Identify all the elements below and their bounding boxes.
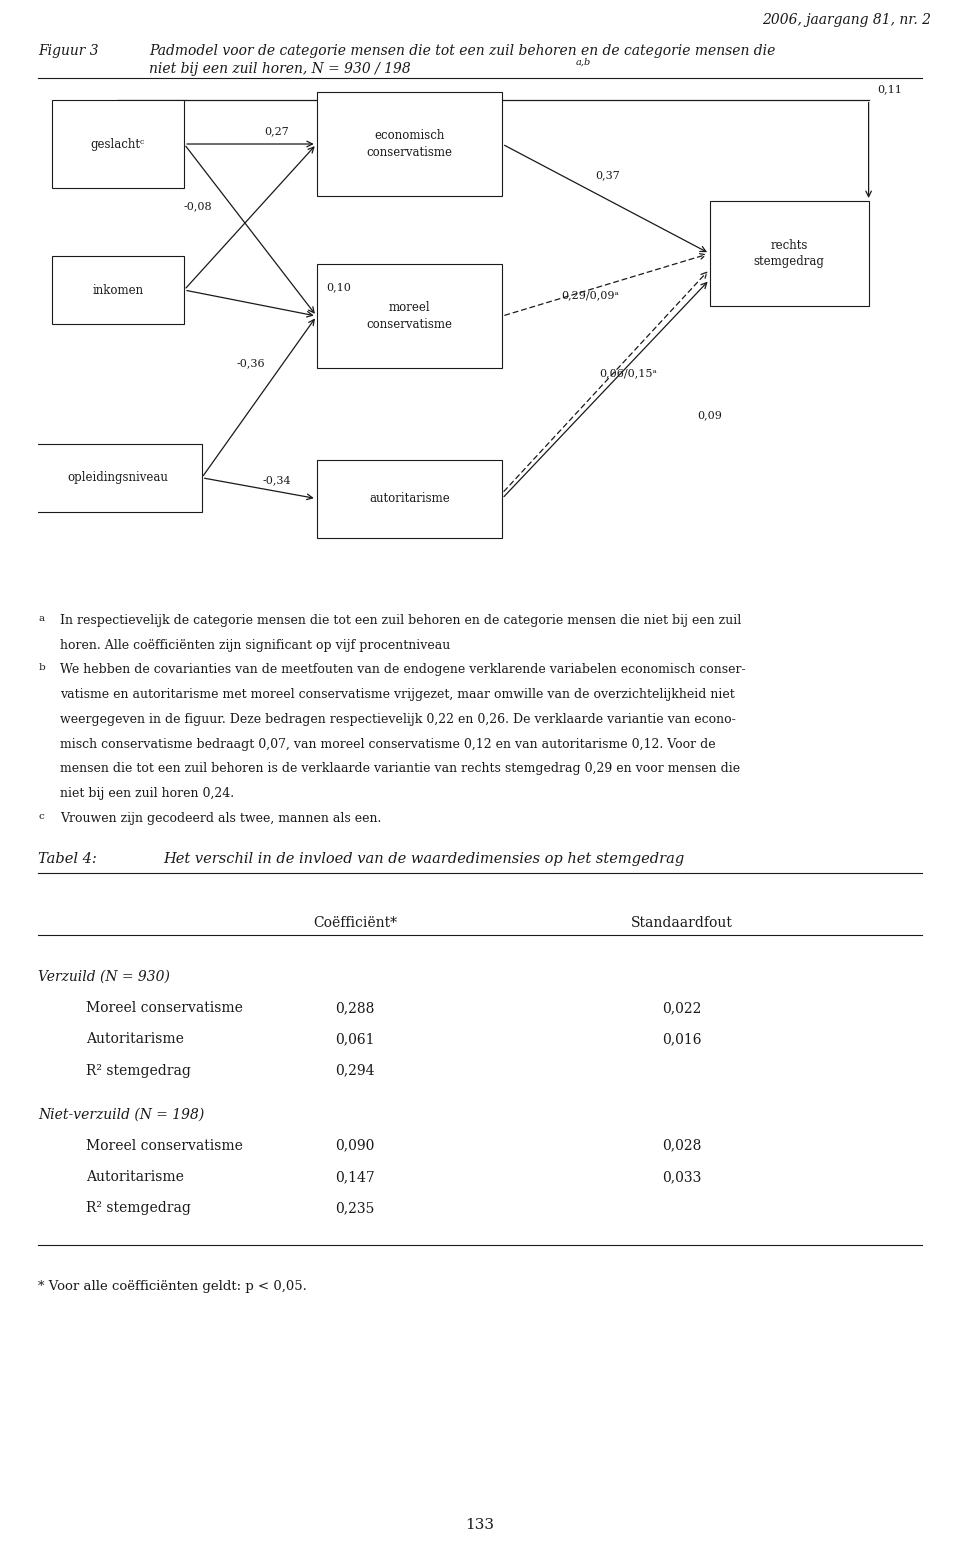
FancyBboxPatch shape [52, 100, 184, 188]
FancyBboxPatch shape [52, 257, 184, 324]
Text: a: a [38, 614, 44, 623]
Text: Moreel conservatisme: Moreel conservatisme [86, 1138, 243, 1153]
Text: We hebben de covarianties van de meetfouten van de endogene verklarende variabel: We hebben de covarianties van de meetfou… [60, 664, 746, 677]
Text: horen. Alle coëfficiënten zijn significant op vijf procentniveau: horen. Alle coëfficiënten zijn significa… [60, 639, 451, 651]
FancyBboxPatch shape [317, 459, 502, 537]
Text: Padmodel voor de categorie mensen die tot een zuil behoren en de categorie mense: Padmodel voor de categorie mensen die to… [149, 44, 775, 58]
Text: economisch
conservatisme: economisch conservatisme [367, 130, 452, 158]
Text: vatisme en autoritarisme met moreel conservatisme vrijgezet, maar omwille van de: vatisme en autoritarisme met moreel cons… [60, 687, 735, 702]
Text: Autoritarisme: Autoritarisme [86, 1170, 184, 1184]
Text: 0,06/0,15ᵃ: 0,06/0,15ᵃ [599, 368, 657, 379]
Text: Het verschil in de invloed van de waardedimensies op het stemgedrag: Het verschil in de invloed van de waarde… [163, 852, 684, 866]
FancyBboxPatch shape [317, 265, 502, 368]
Text: Tabel 4:: Tabel 4: [38, 852, 97, 866]
Text: 133: 133 [466, 1517, 494, 1532]
Text: Niet-verzuild (N = 198): Niet-verzuild (N = 198) [38, 1107, 204, 1121]
Text: 0,09: 0,09 [697, 410, 722, 420]
Text: 0,37: 0,37 [596, 171, 620, 180]
Text: moreel
conservatisme: moreel conservatisme [367, 301, 452, 330]
Text: 2006, jaargang 81, nr. 2: 2006, jaargang 81, nr. 2 [762, 13, 931, 27]
Text: 0,11: 0,11 [877, 85, 902, 94]
Text: 0,27: 0,27 [265, 127, 289, 136]
Text: autoritarisme: autoritarisme [369, 492, 449, 506]
Text: a,b: a,b [576, 58, 591, 67]
Text: c: c [38, 811, 44, 821]
Text: Figuur 3: Figuur 3 [38, 44, 99, 58]
Text: 0,090: 0,090 [335, 1138, 375, 1153]
Text: mensen die tot een zuil behoren is de verklaarde variantie van rechts stemgedrag: mensen die tot een zuil behoren is de ve… [60, 763, 740, 775]
Text: 0,028: 0,028 [661, 1138, 702, 1153]
Text: * Voor alle coëfficiënten geldt: p < 0,05.: * Voor alle coëfficiënten geldt: p < 0,0… [38, 1279, 307, 1294]
Text: In respectievelijk de categorie mensen die tot een zuil behoren en de categorie : In respectievelijk de categorie mensen d… [60, 614, 742, 626]
Text: Coëfficiënt*: Coëfficiënt* [313, 916, 397, 930]
Text: misch conservatisme bedraagt 0,07, van moreel conservatisme 0,12 en van autorita: misch conservatisme bedraagt 0,07, van m… [60, 738, 716, 750]
Text: 0,147: 0,147 [335, 1170, 375, 1184]
Text: -0,34: -0,34 [262, 476, 291, 485]
Text: R² stemgedrag: R² stemgedrag [86, 1063, 191, 1077]
Text: 0,288: 0,288 [335, 1001, 375, 1015]
FancyBboxPatch shape [34, 443, 202, 512]
Text: 0,235: 0,235 [335, 1201, 375, 1215]
Text: 0,061: 0,061 [335, 1032, 375, 1046]
Text: 0,294: 0,294 [335, 1063, 375, 1077]
Text: R² stemgedrag: R² stemgedrag [86, 1201, 191, 1215]
Text: Moreel conservatisme: Moreel conservatisme [86, 1001, 243, 1015]
Text: Standaardfout: Standaardfout [631, 916, 732, 930]
Text: Vrouwen zijn gecodeerd als twee, mannen als een.: Vrouwen zijn gecodeerd als twee, mannen … [60, 811, 382, 825]
Text: 0,10: 0,10 [326, 282, 351, 293]
Text: niet bij een zuil horen, N = 930 / 198: niet bij een zuil horen, N = 930 / 198 [149, 61, 411, 75]
Text: b: b [38, 664, 45, 672]
Text: Autoritarisme: Autoritarisme [86, 1032, 184, 1046]
Text: 0,016: 0,016 [661, 1032, 702, 1046]
Text: 0,29/0,09ᵃ: 0,29/0,09ᵃ [562, 290, 619, 301]
FancyBboxPatch shape [709, 202, 869, 305]
Text: -0,36: -0,36 [236, 359, 265, 368]
Text: 0,022: 0,022 [661, 1001, 702, 1015]
Text: opleidingsniveau: opleidingsniveau [67, 471, 168, 484]
Text: 0,033: 0,033 [661, 1170, 702, 1184]
Text: geslachtᶜ: geslachtᶜ [91, 138, 145, 150]
Text: Verzuild (N = 930): Verzuild (N = 930) [38, 969, 170, 983]
Text: weergegeven in de figuur. Deze bedragen respectievelijk 0,22 en 0,26. De verklaa: weergegeven in de figuur. Deze bedragen … [60, 713, 736, 727]
FancyBboxPatch shape [317, 92, 502, 196]
Text: inkomen: inkomen [92, 283, 143, 296]
Text: rechts
stemgedrag: rechts stemgedrag [754, 238, 825, 268]
Text: -0,08: -0,08 [183, 202, 212, 211]
Text: niet bij een zuil horen 0,24.: niet bij een zuil horen 0,24. [60, 788, 234, 800]
